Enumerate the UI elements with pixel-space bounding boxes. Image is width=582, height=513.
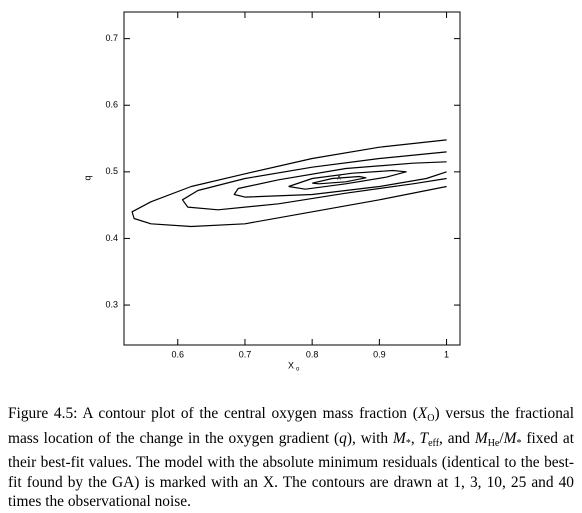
- contour-line: [131, 139, 447, 228]
- y-tick-label: 0.7: [105, 33, 118, 43]
- caption-run: M: [474, 429, 488, 447]
- caption-run: *: [516, 437, 522, 449]
- contour-line: [233, 161, 447, 198]
- caption-run: /: [499, 429, 504, 447]
- caption-run: eff: [428, 437, 440, 449]
- caption-run: q: [339, 429, 347, 447]
- figure-caption: Figure 4.5: A contour plot of the centra…: [8, 404, 574, 512]
- contour-line: [312, 175, 367, 185]
- y-tick-label: 0.5: [105, 166, 118, 176]
- caption-run: T: [419, 429, 429, 447]
- x-tick-label: 0.6: [172, 349, 185, 359]
- x-tick-label: 1: [444, 349, 449, 359]
- x-axis-label: X: [288, 360, 294, 370]
- caption-run: O: [427, 413, 435, 424]
- caption-run: , and: [439, 429, 475, 447]
- y-tick-label: 0.6: [105, 100, 118, 110]
- caption-run: M: [503, 429, 517, 447]
- contour-line: [181, 151, 447, 211]
- caption-run: ) versus the fractional mass location of…: [8, 405, 574, 447]
- caption-run: ,: [410, 429, 420, 447]
- caption-run: He: [487, 437, 500, 449]
- best-fit-marker: x: [337, 173, 341, 182]
- caption-run: X: [417, 405, 428, 422]
- caption-run: M: [392, 429, 406, 447]
- caption-run: ), with: [346, 429, 393, 447]
- plot-frame: [123, 11, 461, 346]
- caption-run: fixed at their best-fit values. The mode…: [8, 429, 574, 511]
- y-tick-label: 0.3: [105, 299, 118, 309]
- chart: X o q 0.6 0.7 0.8 0.9 1 0.3 0.4 0.5 0.6 0.7 x: [82, 11, 461, 373]
- x-tick-label: 0.7: [239, 349, 252, 359]
- y-tick-label: 0.4: [105, 233, 118, 243]
- y-axis-label: q: [82, 175, 92, 180]
- contour-line: [288, 169, 407, 190]
- x-tick-label: 0.8: [306, 349, 319, 359]
- caption-run: Figure 4.5: A contour plot of the centra…: [8, 405, 418, 422]
- x-axis-label-sub: o: [296, 367, 300, 373]
- caption-run: *: [405, 437, 411, 449]
- x-tick-label: 0.9: [373, 349, 386, 359]
